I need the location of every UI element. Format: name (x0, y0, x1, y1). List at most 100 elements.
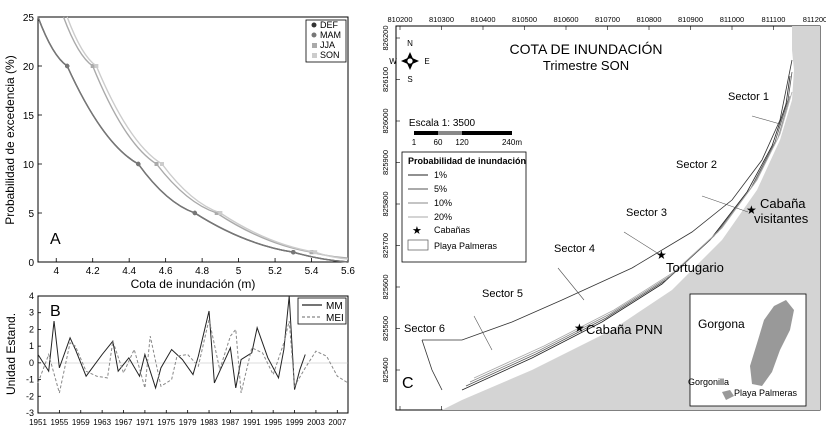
star-icon: ★ (746, 203, 757, 217)
inset-gorgonilla-label: Gorgonilla (688, 377, 729, 387)
x-tick-label-a: 5.4 (305, 266, 319, 277)
map-y-tick-label: 825700 (381, 233, 390, 258)
y-tick-label-a: 0 (28, 258, 34, 269)
svg-text:W: W (389, 57, 397, 66)
map-x-tick-label: 811200 (803, 15, 826, 24)
plot-area-b (37, 295, 349, 414)
place-cabana-pnn: Cabaña PNN (586, 322, 663, 337)
svg-text:1: 1 (412, 138, 417, 147)
map-x-tick-label: 810200 (387, 15, 412, 24)
legend-marker-def (311, 22, 317, 28)
flood-zone-outline (422, 59, 793, 341)
point-jja (214, 211, 219, 215)
place-visitantes: visitantes (754, 211, 809, 226)
svg-text:10%: 10% (434, 198, 452, 208)
legend-label-son: SON (320, 50, 340, 60)
sector-5-label: Sector 5 (482, 288, 523, 300)
map-x-tick-label: 811100 (762, 15, 786, 24)
svg-text:Probabilidad de inundación: Probabilidad de inundación (408, 156, 526, 166)
point-mam (192, 210, 198, 216)
exceedance-chart: 4 4.2 4.4 4.6 4.8 5 5.2 5.4 5.6 0 5 10 15 20 25 A Cota… (3, 13, 355, 291)
map-x-tick-label: 810300 (429, 15, 454, 24)
svg-text:120: 120 (455, 138, 469, 147)
x-tick-label-b: 1999 (286, 418, 304, 427)
x-tick-label-a: 4 (53, 266, 59, 277)
svg-text:N: N (407, 39, 413, 48)
x-tick-label-b: 1979 (179, 418, 197, 427)
sector-3-label: Sector 3 (626, 207, 667, 219)
x-tick-label-a: 4.4 (122, 266, 136, 277)
map-legend: Probabilidad de inundación 1% 5% 10% 20%… (401, 151, 527, 263)
map-panel: 810200 810300 810400 810500 810600 810700 8108… (381, 15, 826, 411)
place-cabana-visitantes: Cabaña (760, 196, 806, 211)
svg-text:20%: 20% (434, 212, 452, 222)
map-y-tick-label: 825900 (381, 150, 390, 175)
sector-6-label: Sector 6 (404, 323, 445, 335)
y-tick-label-b: 1 (29, 341, 34, 351)
svg-text:E: E (424, 57, 429, 66)
point-son (94, 64, 99, 68)
y-tick-label-b: 0 (29, 358, 34, 368)
map-y-tick-label: 825600 (381, 274, 390, 299)
x-tick-label-b: 1991 (243, 418, 261, 427)
x-tick-label-b: 1963 (93, 418, 111, 427)
panel-a-letter: A (50, 231, 61, 248)
y-tick-label-b: 4 (29, 292, 34, 301)
map-y-tick-label: 825400 (381, 357, 390, 382)
map-x-tick-label: 810600 (553, 15, 578, 24)
point-jja (90, 64, 95, 68)
x-tick-label-a: 5.2 (268, 266, 282, 277)
x-tick-label-a: 4.8 (195, 266, 209, 277)
x-tick-label-b: 1995 (264, 418, 282, 427)
series-line-mm (37, 295, 306, 390)
legend-b: MM MEI (297, 297, 347, 325)
y-axis-label-b: Unidad Estand. (4, 313, 18, 395)
inset-island-label: Gorgona (698, 317, 745, 331)
map-y-tick-label: 825500 (381, 316, 390, 341)
legend-label-def: DEF (320, 20, 339, 30)
legend-marker-jja (312, 43, 317, 48)
x-tick-label-b: 2007 (328, 418, 346, 427)
sector-4-label: Sector 4 (554, 243, 595, 255)
island-shape (750, 300, 794, 386)
y-tick-label-b: -2 (26, 391, 34, 401)
sector-2-label: Sector 2 (676, 159, 717, 171)
y-axis-label-a: Probabilidad de excedencia (%) (3, 55, 17, 224)
point-son (313, 250, 318, 255)
legend-marker-mam (311, 32, 317, 38)
x-tick-label-a: 4.6 (159, 266, 173, 277)
y-tick-label-b: -3 (26, 408, 34, 418)
y-tick-label-a: 20 (23, 62, 35, 73)
panel-c-letter: C (402, 375, 414, 392)
y-tick-label-a: 10 (23, 160, 35, 171)
x-tick-label-b: 1983 (200, 418, 218, 427)
panel-b-letter: B (50, 303, 61, 320)
x-tick-label-b: 1975 (157, 418, 175, 427)
map-y-tick-label: 826200 (381, 25, 390, 50)
map-x-tick-label: 810900 (678, 15, 703, 24)
inset-map: Gorgona Gorgonilla Playa Palmeras (688, 293, 807, 407)
sector-dividers (473, 115, 781, 351)
legend-marker-son (312, 53, 317, 58)
compass-rose-icon: N S E W (389, 39, 429, 84)
scale-bar: Escala 1: 3500 1 60 120 240m (409, 118, 522, 147)
svg-text:Escala 1: 3500: Escala 1: 3500 (409, 118, 476, 129)
x-tick-label-b: 1967 (115, 418, 133, 427)
legend-mm: MM (326, 301, 343, 312)
y-tick-label-a: 15 (23, 111, 35, 122)
map-x-tick-label: 811000 (720, 15, 744, 24)
svg-text:Playa Palmeras: Playa Palmeras (434, 241, 498, 251)
point-mam (64, 63, 70, 69)
x-tick-label-a: 5 (236, 266, 242, 277)
map-y-tick-label: 825800 (381, 191, 390, 216)
map-y-tick-label: 826100 (381, 67, 390, 92)
x-axis-label-a: Cota de inundación (m) (131, 277, 256, 291)
sector-1-label: Sector 1 (728, 91, 769, 103)
point-mam (136, 161, 141, 167)
plot-area-a (37, 16, 349, 263)
point-jja (154, 162, 159, 166)
x-tick-label-b: 1987 (222, 418, 240, 427)
y-tick-label-a: 25 (23, 13, 35, 24)
time-series-chart: 1951 1955 1959 1963 1967 1971 1975 1979 1983 1987… (4, 292, 349, 427)
